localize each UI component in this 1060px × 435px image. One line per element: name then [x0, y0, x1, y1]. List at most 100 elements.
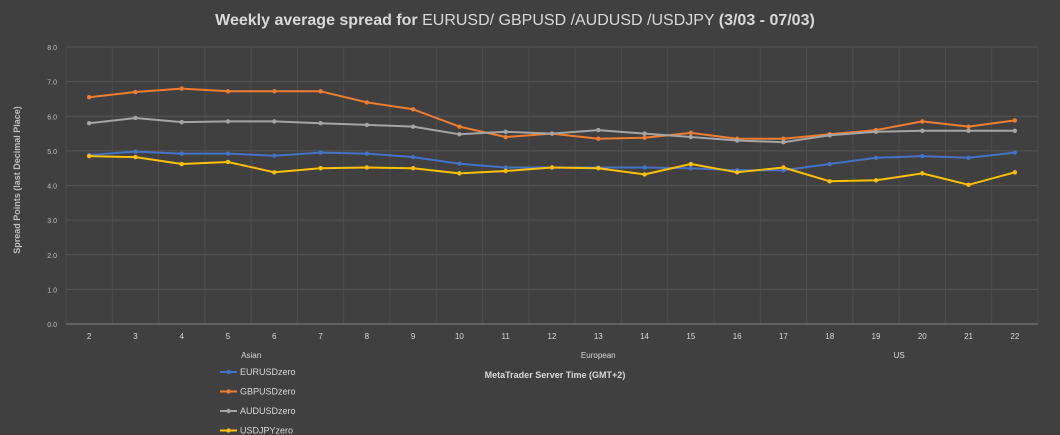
data-point — [920, 119, 925, 124]
gridlines — [65, 46, 1039, 325]
data-point — [734, 138, 740, 143]
data-point — [688, 130, 694, 136]
data-point — [966, 182, 971, 188]
data-point — [549, 165, 555, 170]
chart-title-prefix: Weekly average spread for — [215, 12, 422, 29]
data-point — [86, 153, 92, 159]
legend-swatch-marker — [226, 408, 231, 414]
data-point — [873, 178, 879, 183]
data-point — [133, 149, 138, 154]
data-point — [688, 165, 694, 171]
x-tick-label: 10 — [455, 332, 464, 341]
data-point — [503, 129, 508, 135]
x-tick-label: 19 — [872, 332, 881, 341]
data-point — [1012, 118, 1018, 123]
x-tick-label: 18 — [825, 332, 834, 341]
legend-entry-label: GBPUSDzero — [240, 387, 296, 397]
data-point — [503, 134, 508, 140]
data-point — [966, 128, 971, 133]
data-point — [272, 119, 277, 124]
x-tick-label: 22 — [1010, 332, 1019, 341]
x-tick-label: 14 — [640, 332, 649, 341]
data-point — [225, 159, 231, 165]
data-point — [503, 168, 508, 174]
data-point — [596, 127, 601, 133]
x-axis-label: MetaTrader Server Time (GMT+2) — [485, 370, 626, 380]
data-point — [596, 136, 601, 141]
y-tick-label: 2.0 — [47, 253, 57, 260]
data-point — [781, 140, 786, 145]
data-point — [457, 161, 462, 166]
legend-swatch-marker — [226, 428, 231, 433]
data-point — [225, 151, 231, 156]
data-point — [86, 120, 92, 126]
y-tick-label: 6.0 — [47, 114, 57, 121]
chart-title-pairs: EURUSD/ GBPUSD /AUDUSD /USDJPY — [422, 12, 719, 29]
x-tick-label: 3 — [133, 332, 138, 341]
data-point — [318, 89, 323, 94]
y-tick-label: 7.0 — [47, 80, 57, 87]
y-tick-label: 1.0 — [47, 287, 57, 294]
data-point — [781, 165, 786, 170]
session-label: European — [581, 351, 616, 360]
data-point — [179, 161, 184, 167]
y-axis-ticks: 0.0 1.0 2.0 3.0 4.0 5.0 6.0 7.0 8.0 — [47, 45, 57, 329]
data-point — [549, 131, 555, 136]
data-point — [1012, 128, 1018, 133]
x-tick-label: 6 — [272, 332, 277, 341]
data-point — [920, 153, 925, 159]
y-tick-label: 0.0 — [47, 322, 57, 329]
data-point — [1012, 170, 1018, 175]
series-lines — [86, 86, 1018, 188]
x-tick-label: 16 — [733, 332, 742, 341]
data-point — [596, 165, 601, 171]
data-point — [410, 107, 416, 112]
data-point — [503, 165, 508, 170]
data-point — [133, 154, 138, 160]
session-labels: Asian European US — [241, 351, 905, 360]
data-point — [272, 89, 277, 94]
data-point — [179, 119, 184, 125]
data-point — [457, 171, 462, 176]
data-point — [364, 122, 370, 128]
x-tick-label: 13 — [594, 332, 603, 341]
data-point — [457, 132, 462, 137]
data-point — [225, 119, 231, 124]
data-point — [642, 131, 647, 136]
x-tick-label: 5 — [226, 332, 231, 341]
x-tick-label: 21 — [964, 332, 973, 341]
data-point — [966, 155, 971, 160]
data-point — [734, 170, 740, 175]
data-point — [272, 170, 277, 175]
y-tick-label: 8.0 — [47, 45, 57, 52]
data-point — [873, 155, 879, 160]
x-tick-label: 20 — [918, 332, 927, 341]
x-tick-label: 17 — [779, 332, 788, 341]
data-point — [272, 153, 277, 158]
x-tick-label: 15 — [686, 332, 695, 341]
x-tick-label: 12 — [548, 332, 557, 341]
x-tick-label: 9 — [411, 332, 416, 341]
session-label: Asian — [241, 351, 261, 360]
data-point — [179, 86, 184, 91]
x-tick-label: 8 — [365, 332, 370, 341]
data-point — [642, 135, 647, 140]
data-point — [410, 124, 416, 129]
data-point — [920, 171, 925, 176]
data-point — [318, 120, 323, 126]
x-tick-label: 7 — [318, 332, 323, 341]
x-tick-label: 2 — [87, 332, 92, 341]
chart-title: Weekly average spread for EURUSD/ GBPUSD… — [215, 12, 815, 29]
data-point — [642, 172, 647, 177]
data-point — [920, 128, 925, 133]
data-point — [457, 124, 462, 129]
data-point — [873, 129, 879, 135]
data-point — [133, 115, 138, 121]
y-tick-label: 5.0 — [47, 149, 57, 156]
data-point — [781, 136, 786, 141]
data-point — [318, 150, 323, 155]
y-tick-label: 3.0 — [47, 218, 57, 225]
data-point — [966, 124, 971, 129]
data-point — [1012, 150, 1018, 155]
